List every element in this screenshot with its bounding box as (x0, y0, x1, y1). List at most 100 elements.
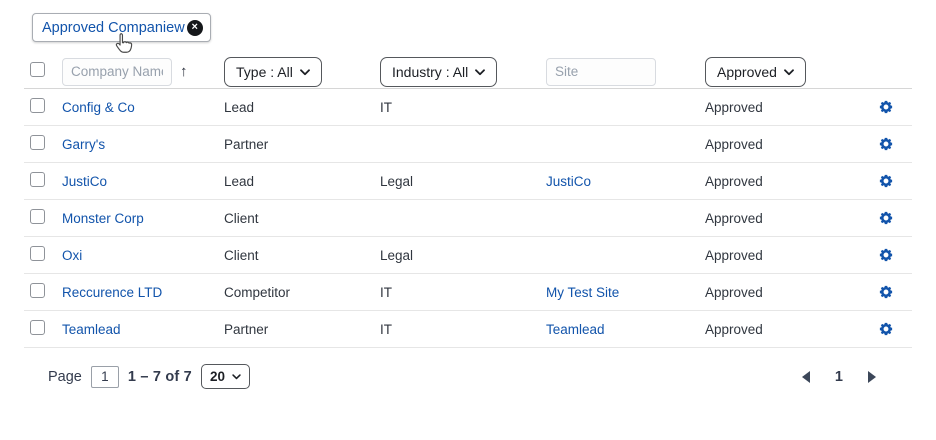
company-name-cell: Monster Corp (62, 211, 224, 226)
row-checkbox[interactable] (30, 246, 45, 261)
gear-icon (879, 322, 893, 336)
row-actions-cell (860, 98, 912, 116)
row-actions-cell (860, 172, 912, 190)
next-page-button[interactable] (865, 369, 878, 385)
company-name-cell: Garry's (62, 137, 224, 152)
company-name-cell: Teamlead (62, 322, 224, 337)
row-checkbox-cell (24, 283, 62, 301)
status-cell: Approved (705, 284, 763, 300)
site-cell: JustiCo (546, 174, 705, 189)
row-actions-cell (860, 135, 912, 153)
row-settings-button[interactable] (877, 209, 895, 227)
gear-icon (879, 211, 893, 225)
type-cell: Competitor (224, 284, 291, 300)
row-settings-button[interactable] (877, 283, 895, 301)
row-settings-button[interactable] (877, 98, 895, 116)
table-row: Monster Corp Client Approved (24, 200, 912, 237)
type-cell: Client (224, 210, 259, 226)
row-checkbox[interactable] (30, 135, 45, 150)
chevron-down-icon (299, 68, 310, 75)
row-actions-cell (860, 209, 912, 227)
type-filter-cell: Type : All (224, 56, 380, 87)
company-name-link[interactable]: Config & Co (62, 99, 135, 115)
row-checkbox-cell (24, 98, 62, 116)
remove-filter-icon[interactable]: × (186, 19, 203, 36)
site-link[interactable]: My Test Site (546, 284, 620, 300)
type-cell: Partner (224, 321, 269, 337)
page-size-value: 20 (209, 369, 225, 384)
company-name-link[interactable]: Monster Corp (62, 210, 144, 226)
sort-ascending-icon[interactable]: ↑ (180, 63, 188, 80)
status-cell: Approved (705, 136, 763, 152)
company-name-cell: Reccurence LTD (62, 285, 224, 300)
row-checkbox[interactable] (30, 98, 45, 113)
chevron-down-icon (232, 373, 241, 379)
site-link[interactable]: JustiCo (546, 173, 592, 189)
type-cell: Lead (224, 99, 255, 115)
row-settings-button[interactable] (877, 172, 895, 190)
chevron-down-icon (784, 68, 794, 75)
row-settings-button[interactable] (877, 320, 895, 338)
company-name-filter-cell: ↑ (62, 57, 224, 86)
row-settings-button[interactable] (877, 246, 895, 264)
filter-tag-bar: Approved Companiew × (0, 0, 936, 55)
approved-filter-dropdown[interactable]: Approved (705, 56, 806, 87)
company-name-filter-input[interactable] (62, 57, 172, 86)
type-cell: Lead (224, 173, 255, 189)
table-row: Teamlead Partner IT Teamlead Approved (24, 311, 912, 348)
site-filter-input[interactable] (546, 57, 656, 86)
type-filter-dropdown[interactable]: Type : All (224, 56, 322, 87)
page-number-input[interactable] (90, 365, 119, 388)
industry-cell: Legal (380, 173, 414, 189)
row-checkbox[interactable] (30, 172, 45, 187)
table-row: Oxi Client Legal Approved (24, 237, 912, 274)
company-name-link[interactable]: Teamlead (62, 321, 121, 337)
type-filter-label: Type : All (236, 63, 293, 80)
company-name-link[interactable]: Reccurence LTD (62, 284, 163, 300)
row-checkbox-cell (24, 320, 62, 338)
select-all-cell (24, 61, 62, 82)
current-page-number[interactable]: 1 (834, 368, 843, 385)
row-checkbox-cell (24, 135, 62, 153)
site-link[interactable]: Teamlead (546, 321, 605, 337)
row-settings-button[interactable] (877, 135, 895, 153)
company-name-cell: Config & Co (62, 100, 224, 115)
industry-filter-dropdown[interactable]: Industry : All (380, 56, 498, 87)
gear-icon (879, 285, 893, 299)
status-cell: Approved (705, 321, 763, 337)
saved-filter-label: Approved Companiew (42, 19, 185, 36)
row-checkbox[interactable] (30, 209, 45, 224)
table-row: Garry's Partner Approved (24, 126, 912, 163)
status-cell: Approved (705, 210, 763, 226)
pagination-bar: Page 1 – 7 of 7 20 1 (24, 364, 912, 389)
industry-cell: IT (380, 99, 392, 115)
table-row: JustiCo Lead Legal JustiCo Approved (24, 163, 912, 200)
saved-filter-chip[interactable]: Approved Companiew × (32, 13, 211, 42)
gear-icon (879, 100, 893, 114)
company-name-link[interactable]: Garry's (62, 136, 106, 152)
table-filter-header: ↑ Type : All Industry : All Approved (24, 55, 912, 89)
site-cell: My Test Site (546, 285, 705, 300)
row-actions-cell (860, 246, 912, 264)
right-arrow-icon (868, 370, 876, 383)
industry-cell: Legal (380, 247, 414, 263)
previous-page-button[interactable] (800, 369, 813, 385)
row-checkbox-cell (24, 209, 62, 227)
company-name-cell: Oxi (62, 248, 224, 263)
row-checkbox[interactable] (30, 320, 45, 335)
select-all-checkbox[interactable] (30, 61, 45, 77)
site-cell: Teamlead (546, 322, 705, 337)
industry-filter-label: Industry : All (392, 63, 469, 80)
record-range-text: 1 – 7 of 7 (127, 368, 192, 385)
approved-filter-cell: Approved (705, 56, 860, 87)
row-checkbox[interactable] (30, 283, 45, 298)
company-name-link[interactable]: JustiCo (62, 173, 108, 189)
table-row: Reccurence LTD Competitor IT My Test Sit… (24, 274, 912, 311)
page-size-select[interactable]: 20 (200, 364, 250, 389)
row-actions-cell (860, 283, 912, 301)
status-cell: Approved (705, 173, 763, 189)
status-cell: Approved (705, 99, 763, 115)
table-body: Config & Co Lead IT Approved Garry (24, 89, 912, 348)
company-name-link[interactable]: Oxi (62, 247, 83, 263)
type-cell: Partner (224, 136, 269, 152)
